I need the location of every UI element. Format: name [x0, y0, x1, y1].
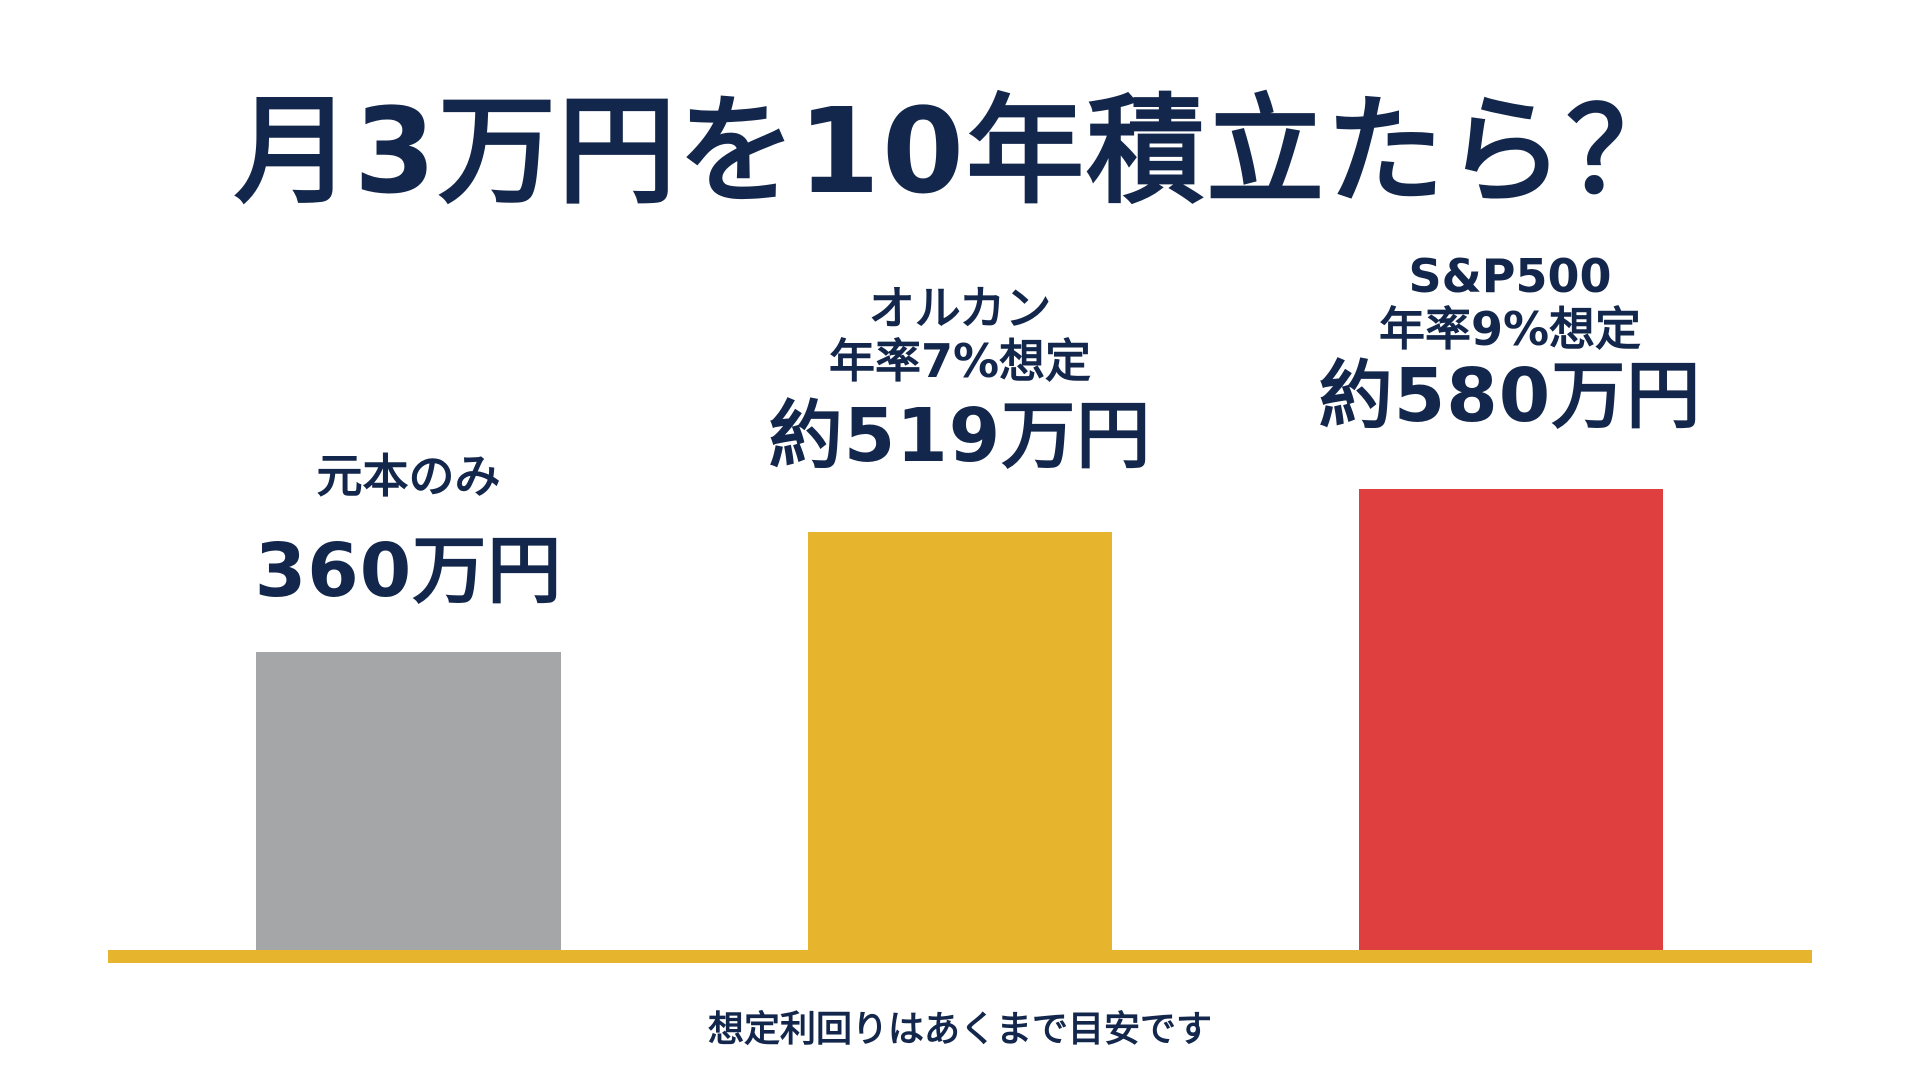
baseline-axis: [108, 950, 1812, 963]
bar-allcountry: [808, 532, 1112, 950]
bar-subtitle: 年率9%想定: [1378, 301, 1642, 356]
bar-name: オルカン: [868, 281, 1052, 335]
bar-name: S&P500: [1408, 249, 1612, 303]
bar-label-principal: 元本のみ 360万円: [216, 450, 601, 612]
bar-label-sp500: S&P500 年率9%想定 約580万円: [1290, 250, 1730, 437]
bar-amount: 約519万円: [768, 392, 1152, 479]
bar-sp500: [1359, 489, 1663, 950]
bar-amount: 約580万円: [1318, 352, 1702, 439]
bar-label-allcountry: オルカン 年率7%想定 約519万円: [740, 282, 1180, 477]
disclaimer-note: 想定利回りはあくまで目安です: [707, 1009, 1212, 1050]
bar-subtitle: 年率7%想定: [828, 333, 1092, 388]
bar-principal: [256, 652, 561, 950]
chart-title: 月3万円を10年積立たら？: [233, 82, 1687, 220]
bar-name: 元本のみ: [316, 449, 501, 503]
bar-amount: 360万円: [254, 527, 563, 614]
